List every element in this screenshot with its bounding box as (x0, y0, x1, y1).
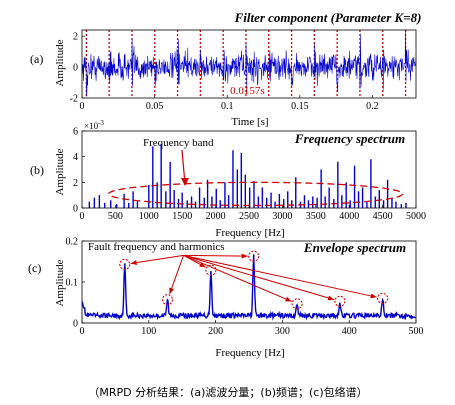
panel-b-xtick-label: 4000 (339, 211, 359, 222)
panel-b-ytick-label: 6 (73, 127, 78, 138)
panel-a-ytick-label: -2 (70, 94, 78, 105)
panel-b-xtick-label: 0 (80, 211, 85, 222)
harmonic-pointer-arrow (183, 254, 377, 298)
panel-c-ytick-label: 0 (73, 319, 78, 330)
panel-a-xtick-label: 0.15 (291, 101, 309, 112)
harmonic-peak-circle (161, 294, 174, 306)
harmonic-peak-circle (291, 298, 303, 310)
harmonic-peak-circle (377, 292, 389, 305)
envelope-spectrum-line (81, 254, 417, 321)
panel-a-xtick-label: 0.05 (146, 101, 164, 112)
panel-b-ytick-label: 0 (73, 204, 78, 215)
panel-c-label: (c) (28, 261, 41, 275)
harmonic-peak-circle (119, 258, 131, 270)
frequency-band-arrow (181, 149, 186, 185)
panel-b: Frequency spectrum (b) Amplitude Frequen… (30, 119, 426, 239)
harmonic-pointer-arrowhead (130, 260, 137, 266)
harmonic-pointer-arrow (169, 255, 185, 295)
panel-a-ylabel: Amplitude (54, 39, 66, 86)
panel-a-xtick-label: 0.1 (221, 101, 234, 112)
panel-b-xtick-label: 2500 (239, 211, 259, 222)
harmonic-pointer-arrowhead (241, 253, 248, 259)
panel-b-ylabel: Amplitude (54, 148, 66, 195)
panel-c-xtick-label: 0 (80, 326, 85, 337)
panel-c-title: Envelope spectrum (303, 240, 406, 255)
panel-a-xtick-label: 0.2 (366, 101, 379, 112)
panel-c-ytick-label: 0.2 (66, 237, 79, 248)
harmonic-peak-circle (248, 250, 260, 262)
panel-b-xtick-label: 2000 (206, 211, 226, 222)
panel-a-frame (81, 29, 417, 99)
panel-b-xtick-label: 5000 (406, 211, 426, 222)
harmonic-pointer-arrow (183, 254, 292, 302)
harmonic-pointer-arrowhead (169, 287, 174, 295)
panel-b-label: (b) (30, 163, 44, 177)
panel-b-title: Frequency spectrum (294, 131, 405, 146)
panel-b-ytick-label: 2 (73, 178, 78, 189)
panel-c-xtick-label: 300 (275, 326, 290, 337)
harmonic-peak-circle (334, 295, 346, 307)
panel-c-frame (81, 240, 417, 324)
harmonic-pointer-arrowhead (327, 295, 335, 301)
frequency-band-ellipse (108, 181, 404, 207)
panel-a-ytick-label: 2 (73, 32, 78, 43)
panel-b-y-exponent: ×10-3 (84, 119, 104, 131)
panel-b-xtick-label: 4500 (373, 211, 393, 222)
panel-a-label: (a) (30, 52, 43, 66)
panel-a-xtick-label: 0 (80, 101, 85, 112)
frequency-band-label: Frequency band (143, 137, 214, 149)
panel-c-xtick-label: 500 (409, 326, 424, 337)
panel-b-frame (81, 130, 417, 209)
panel-c-xtick-label: 100 (141, 326, 156, 337)
harmonic-pointer-arrow (183, 254, 335, 301)
panel-a-ytick-label: 0 (73, 63, 78, 74)
panel-b-xtick-label: 1500 (172, 211, 192, 222)
panel-a: Filter component (Parameter K=8) (a) Amp… (30, 10, 421, 128)
fault-frequency-label: Fault frequency and harmonics (88, 241, 225, 253)
panel-c-xtick-label: 400 (342, 326, 357, 337)
panel-c-ylabel: Amplitude (54, 259, 66, 306)
panel-c: Envelope spectrum (c) Amplitude Frequenc… (28, 237, 424, 360)
panel-c-ytick-label: 0.1 (66, 278, 79, 289)
panel-b-xtick-label: 3500 (306, 211, 326, 222)
panel-b-xlabel: Frequency [Hz] (215, 227, 284, 239)
harmonic-pointer-arrow (183, 254, 248, 257)
panel-c-xtick-label: 200 (208, 326, 223, 337)
harmonic-peak-circle (205, 264, 217, 276)
panel-b-ytick-label: 4 (73, 152, 78, 163)
harmonic-pointer-arrowhead (199, 262, 206, 268)
harmonic-pointer-arrowhead (285, 296, 292, 302)
panel-b-xtick-label: 1000 (139, 211, 159, 222)
panel-a-title: Filter component (Parameter K=8) (234, 10, 422, 25)
period-annotation: 0.0157s (230, 85, 265, 97)
panel-b-xtick-label: 500 (108, 211, 123, 222)
harmonic-pointer-arrowhead (370, 293, 377, 299)
panel-c-xlabel: Frequency [Hz] (215, 347, 284, 359)
panel-a-xlabel: Time [s] (231, 116, 268, 128)
filter-component-signal (81, 31, 417, 97)
figure-caption: （MRPD 分析结果：(a)滤波分量；(b)频谱；(c)包络谱） (88, 385, 367, 399)
panel-b-xtick-label: 3000 (272, 211, 292, 222)
harmonic-pointer-arrow (130, 254, 184, 264)
